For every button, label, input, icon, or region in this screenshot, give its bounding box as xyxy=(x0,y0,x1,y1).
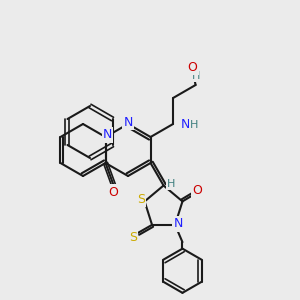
Text: S: S xyxy=(136,193,145,206)
Text: O: O xyxy=(193,184,202,197)
Text: H: H xyxy=(191,71,200,81)
Text: N: N xyxy=(173,218,183,230)
Text: N: N xyxy=(181,118,190,130)
Text: N: N xyxy=(123,116,133,128)
Text: O: O xyxy=(109,185,118,199)
Text: O: O xyxy=(188,61,197,74)
Text: N: N xyxy=(103,128,112,142)
Text: H: H xyxy=(190,120,198,130)
Text: S: S xyxy=(129,231,137,244)
Text: H: H xyxy=(167,178,176,188)
